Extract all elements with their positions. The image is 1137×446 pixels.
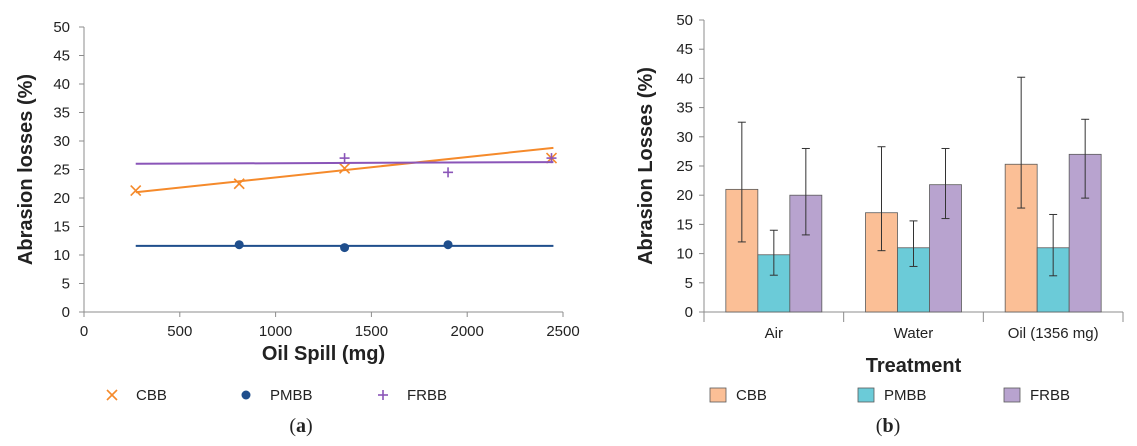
y-tick-label: 10 <box>676 246 693 263</box>
legend-swatch-pmbb <box>857 387 875 403</box>
data-point-cbb-stroke <box>339 162 351 174</box>
x-tick-label: 1500 <box>355 323 388 340</box>
y-tick-label: 0 <box>685 304 693 321</box>
y-tick-label: 5 <box>62 276 70 293</box>
caption-letter: b <box>882 415 893 437</box>
y-tick-label: 15 <box>53 219 70 236</box>
caption-paren: ( <box>289 415 296 437</box>
legend-label-pmbb: PMBB <box>884 387 927 404</box>
y-tick-label: 25 <box>676 158 693 175</box>
y-tick-label: 45 <box>53 48 70 65</box>
data-point-pmbb <box>340 243 350 253</box>
data-point-cbb <box>130 185 142 197</box>
caption-paren: ) <box>306 415 313 437</box>
panel-b-caption: (b) <box>876 415 900 437</box>
legend-label-frbb: FRBB <box>407 387 447 404</box>
y-tick-label: 25 <box>53 162 70 179</box>
trendline-cbb <box>135 146 554 194</box>
legend-marker-cbb <box>106 389 118 401</box>
y-tick-label: 40 <box>676 70 693 87</box>
data-point-cbb <box>233 178 245 190</box>
data-point-pmbb <box>443 240 453 250</box>
y-tick-label: 50 <box>53 19 70 36</box>
y-tick-label: 50 <box>676 12 693 29</box>
caption-letter: a <box>296 415 306 437</box>
legend-label-frbb: FRBB <box>1030 387 1070 404</box>
caption-paren: ) <box>894 415 901 437</box>
y-tick-label: 10 <box>53 247 70 264</box>
y-tick-label: 15 <box>676 216 693 233</box>
y-tick-label: 40 <box>53 76 70 93</box>
legend-marker-frbb <box>378 390 388 400</box>
legend-label-cbb: CBB <box>136 387 167 404</box>
x-tick-label: 500 <box>167 323 192 340</box>
y-tick-label: 30 <box>53 133 70 150</box>
y-tick-label: 20 <box>53 190 70 207</box>
y-tick-label: 30 <box>676 129 693 146</box>
data-point-cbb-stroke <box>130 185 142 197</box>
data-point-cbb <box>339 162 351 174</box>
caption-paren: ( <box>876 415 883 437</box>
y-tick-label: 0 <box>62 304 70 321</box>
legend-swatch-frbb <box>1003 387 1021 403</box>
data-point-frbb <box>443 167 454 178</box>
panel-a-caption: (a) <box>289 415 312 437</box>
y-tick-label: 20 <box>676 187 693 204</box>
x-category-label: Oil (1356 mg) <box>1008 325 1099 342</box>
data-point-cbb-stroke <box>233 178 245 190</box>
panel-b-chart: 0 5 10 15 20 25 30 35 40 45 50 Air Water Oil (1356 mg… <box>635 12 1124 437</box>
x-tick-label: 0 <box>80 323 88 340</box>
x-tick-label: 2000 <box>451 323 484 340</box>
x-tick-label: 2500 <box>546 323 579 340</box>
x-axis-title: Oil Spill (mg) <box>262 343 385 365</box>
x-category-label: Air <box>765 325 783 342</box>
y-tick-label: 35 <box>53 105 70 122</box>
y-axis-title: Abrasion Losses (%) <box>635 67 657 265</box>
legend-swatch-cbb <box>709 387 727 403</box>
data-point-frbb <box>339 153 350 164</box>
y-tick-label: 45 <box>676 41 693 58</box>
legend-marker-cbb-stroke <box>106 389 118 401</box>
y-tick-label: 5 <box>685 275 693 292</box>
y-tick-label: 35 <box>676 100 693 117</box>
x-category-label: Water <box>894 325 933 342</box>
data-point-frbb <box>546 153 557 164</box>
x-tick-label: 1000 <box>259 323 292 340</box>
x-axis-title: Treatment <box>866 355 962 377</box>
data-point-pmbb <box>234 240 244 250</box>
legend-marker-pmbb <box>241 390 251 400</box>
legend-label-pmbb: PMBB <box>270 387 313 404</box>
y-axis-title: Abrasion losses (%) <box>15 74 37 265</box>
legend-label-cbb: CBB <box>736 387 767 404</box>
